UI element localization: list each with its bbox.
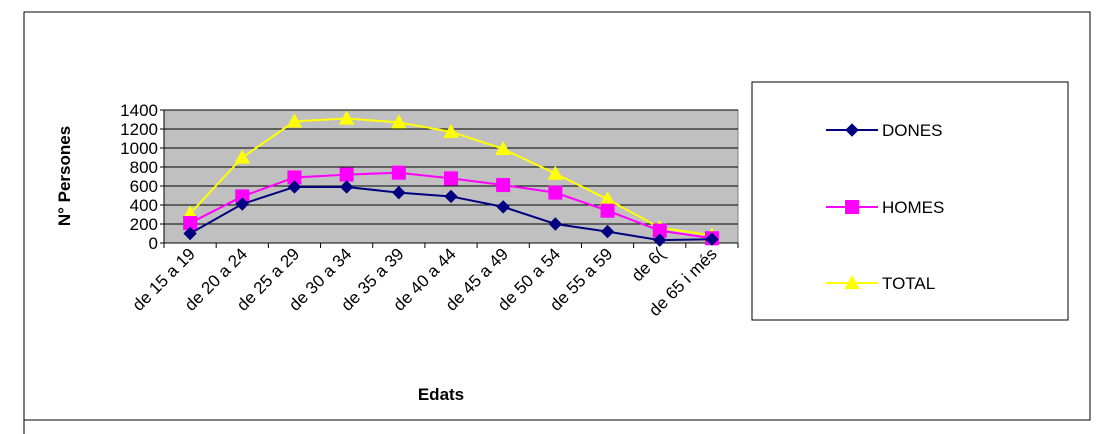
- legend-label-homes: HOMES: [882, 198, 944, 217]
- data-point-total: [547, 165, 564, 180]
- data-point-total: [390, 114, 407, 129]
- data-point-dones: [705, 232, 719, 246]
- data-point-homes: [600, 203, 615, 218]
- y-tick-label: 200: [130, 215, 158, 234]
- x-tick-label: de 6(: [628, 244, 669, 285]
- y-tick-label: 0: [149, 234, 158, 253]
- data-point-dones: [600, 224, 615, 239]
- data-point-dones: [496, 200, 510, 214]
- data-point-dones: [548, 217, 563, 231]
- legend-label-dones: DONES: [882, 121, 942, 140]
- legend-marker-homes: [845, 200, 859, 214]
- data-point-homes: [548, 185, 563, 200]
- y-tick-label: 800: [130, 158, 158, 177]
- y-tick-label: 400: [130, 196, 158, 215]
- data-point-dones: [235, 197, 249, 211]
- legend-marker-dones: [845, 123, 859, 137]
- data-point-homes: [391, 165, 406, 180]
- data-point-dones: [287, 180, 302, 194]
- data-point-total: [495, 140, 512, 156]
- y-tick-label: 1200: [120, 120, 158, 139]
- data-point-dones: [183, 226, 197, 241]
- data-point-total: [443, 123, 459, 138]
- legend-label-total: TOTAL: [882, 274, 935, 293]
- x-axis-title: Edats: [418, 385, 464, 404]
- chart-area-border: [23, 11, 1091, 434]
- y-tick-label: 1400: [120, 101, 158, 120]
- data-point-total: [286, 113, 303, 128]
- data-point-homes: [444, 171, 458, 186]
- data-point-dones: [339, 180, 354, 194]
- data-point-homes: [496, 178, 511, 193]
- legend: DONES HOMES TOTAL: [826, 121, 944, 293]
- data-point-homes: [339, 167, 354, 182]
- data-point-dones: [444, 189, 458, 204]
- data-point-total: [338, 110, 355, 125]
- y-axis-title: N° Persones: [55, 126, 74, 226]
- legend-marker-total: [844, 274, 860, 290]
- y-tick-label: 1000: [120, 139, 158, 158]
- series-group: [182, 110, 720, 247]
- y-tick-label: 600: [130, 177, 158, 196]
- data-point-total: [234, 149, 251, 164]
- legend-box: [751, 81, 1069, 321]
- data-point-dones: [653, 233, 667, 247]
- data-point-dones: [392, 185, 406, 200]
